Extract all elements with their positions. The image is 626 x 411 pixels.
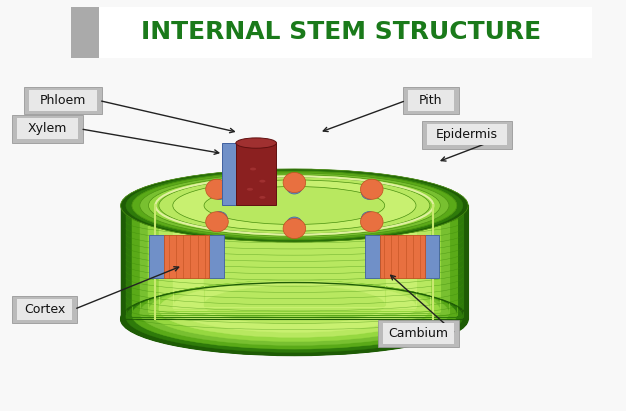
FancyBboxPatch shape	[71, 7, 99, 58]
Ellipse shape	[287, 217, 302, 231]
Polygon shape	[173, 206, 416, 307]
Ellipse shape	[361, 212, 383, 232]
FancyBboxPatch shape	[24, 87, 102, 114]
FancyBboxPatch shape	[71, 7, 592, 58]
Ellipse shape	[126, 170, 463, 241]
Ellipse shape	[148, 280, 440, 342]
Ellipse shape	[121, 282, 468, 356]
Ellipse shape	[206, 212, 228, 232]
Text: Cortex: Cortex	[24, 303, 65, 316]
Polygon shape	[132, 206, 457, 315]
Ellipse shape	[236, 138, 277, 148]
Ellipse shape	[287, 180, 302, 194]
FancyBboxPatch shape	[421, 121, 511, 149]
Ellipse shape	[148, 280, 440, 342]
Ellipse shape	[361, 185, 377, 199]
Ellipse shape	[259, 196, 265, 199]
FancyBboxPatch shape	[408, 90, 454, 111]
Text: Pith: Pith	[419, 94, 443, 107]
Text: Xylem: Xylem	[28, 122, 68, 135]
Ellipse shape	[132, 281, 457, 349]
FancyBboxPatch shape	[17, 299, 72, 320]
Polygon shape	[222, 143, 236, 206]
Ellipse shape	[283, 173, 305, 192]
FancyBboxPatch shape	[403, 87, 459, 114]
Ellipse shape	[132, 171, 457, 240]
Ellipse shape	[121, 282, 468, 356]
Polygon shape	[424, 235, 439, 278]
FancyBboxPatch shape	[17, 118, 78, 139]
FancyBboxPatch shape	[12, 115, 83, 143]
Ellipse shape	[148, 175, 440, 236]
Ellipse shape	[140, 173, 449, 238]
Polygon shape	[236, 143, 277, 206]
Ellipse shape	[250, 168, 256, 171]
Ellipse shape	[259, 180, 265, 182]
Ellipse shape	[361, 212, 377, 226]
Ellipse shape	[212, 185, 227, 199]
Ellipse shape	[159, 177, 430, 234]
Polygon shape	[204, 206, 385, 305]
Ellipse shape	[204, 286, 385, 324]
Polygon shape	[208, 235, 224, 278]
Ellipse shape	[173, 180, 416, 231]
Polygon shape	[159, 206, 430, 309]
FancyBboxPatch shape	[29, 90, 97, 111]
Ellipse shape	[140, 280, 449, 345]
Ellipse shape	[126, 282, 463, 352]
Polygon shape	[379, 235, 424, 278]
Text: Cambium: Cambium	[389, 327, 448, 340]
Ellipse shape	[247, 188, 253, 191]
Text: Epidermis: Epidermis	[436, 129, 498, 141]
Ellipse shape	[132, 281, 457, 349]
Text: Phloem: Phloem	[40, 94, 86, 107]
FancyBboxPatch shape	[383, 323, 454, 344]
Ellipse shape	[173, 281, 416, 332]
Ellipse shape	[361, 179, 383, 199]
Polygon shape	[121, 206, 468, 319]
Ellipse shape	[204, 187, 385, 224]
Polygon shape	[150, 235, 165, 278]
FancyBboxPatch shape	[378, 320, 459, 347]
Ellipse shape	[159, 280, 430, 337]
Polygon shape	[148, 206, 440, 311]
Ellipse shape	[121, 169, 468, 242]
Polygon shape	[126, 206, 463, 317]
Polygon shape	[164, 235, 209, 278]
Polygon shape	[365, 235, 381, 278]
Ellipse shape	[204, 286, 385, 324]
Polygon shape	[140, 206, 449, 313]
Ellipse shape	[126, 282, 463, 352]
Ellipse shape	[173, 281, 416, 332]
Ellipse shape	[212, 212, 227, 226]
Ellipse shape	[159, 280, 430, 337]
FancyBboxPatch shape	[12, 296, 77, 323]
Ellipse shape	[140, 280, 449, 345]
FancyBboxPatch shape	[426, 125, 506, 145]
Text: INTERNAL STEM STRUCTURE: INTERNAL STEM STRUCTURE	[141, 20, 541, 44]
Ellipse shape	[206, 179, 228, 199]
Ellipse shape	[283, 219, 305, 238]
